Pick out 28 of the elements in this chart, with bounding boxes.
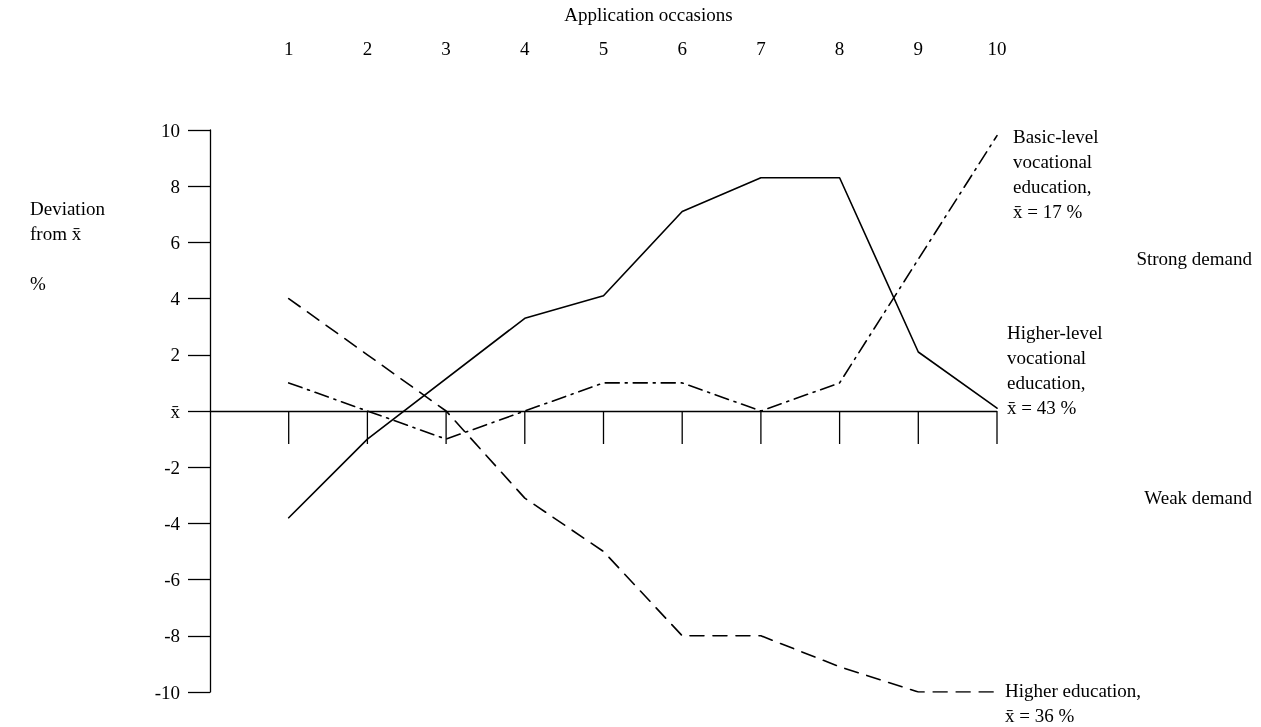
y-tick-label: -4 [164,512,181,534]
y-tick-label: -8 [164,625,180,647]
text: Weak demand [1144,486,1253,508]
text: Deviation from x̄ % [30,198,105,294]
y-tick-label: 8 [170,175,180,197]
y-tick-label: x̄ [170,400,181,422]
series-label: Higher-level vocational education, x̄ = 43 % [1007,322,1103,419]
x-axis-title: Application occasions [564,4,733,25]
x-tick-label: 6 [677,38,687,59]
y-tick-label: 6 [170,231,180,253]
x-tick-label: 7 [756,38,766,59]
text: Strong demand [1136,247,1253,269]
x-tick-label: 8 [834,38,845,59]
y-tick-label: -2 [164,456,180,478]
series-label: Higher education, x̄ = 36 % [1005,680,1142,726]
x-tick-label: 2 [362,38,373,59]
x-tick-label: 10 [987,38,1007,59]
x-tick-label: 5 [598,38,609,59]
x-tick-label: 1 [283,38,294,59]
y-tick-label: 4 [170,288,181,310]
x-tick-label: 3 [441,38,451,59]
y-tick-label: 10 [161,119,180,141]
series-label: Basic-level vocational education, x̄ = 17 % [1013,125,1099,222]
x-tick-label: 9 [913,38,924,59]
y-tick-label: -6 [164,569,180,591]
x-tick-label: 4 [520,38,531,59]
y-tick-label: 2 [170,344,180,366]
y-tick-label: -10 [154,681,180,703]
